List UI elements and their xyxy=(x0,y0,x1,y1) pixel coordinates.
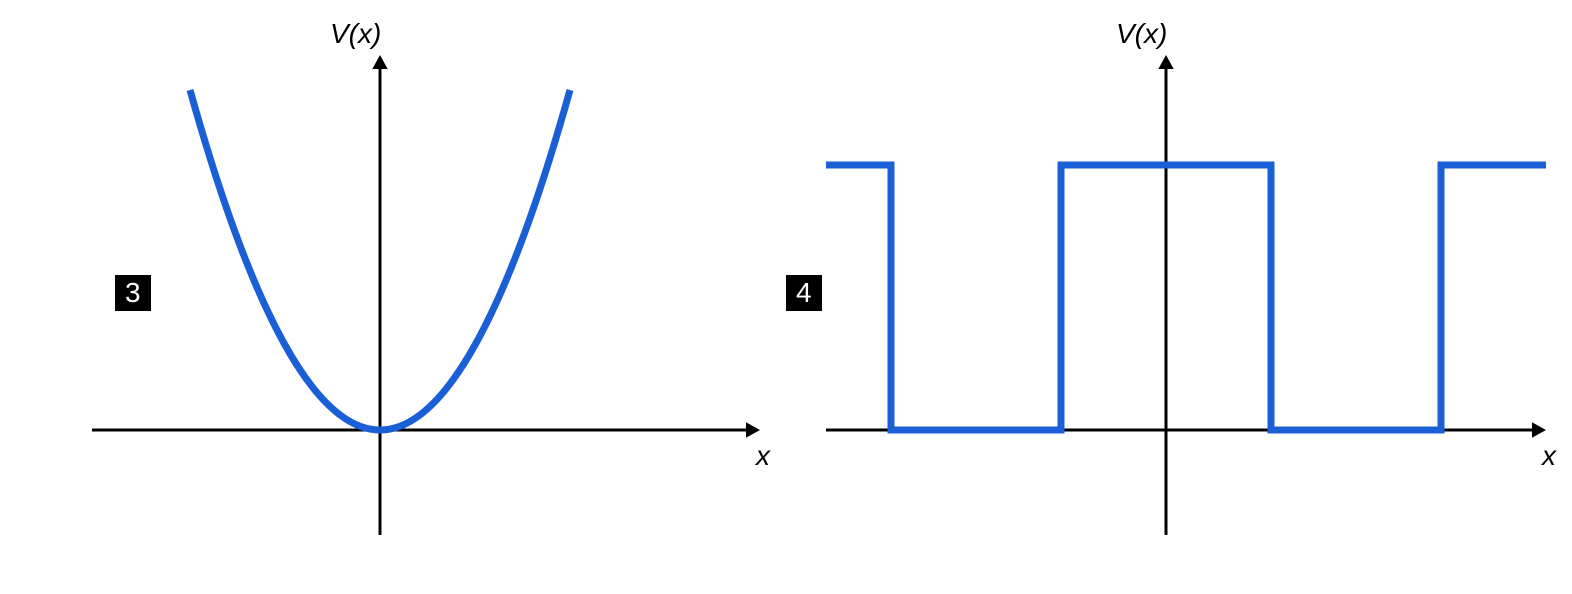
plot-3-panel: 3 V(x) x xyxy=(0,0,786,594)
plot-4-panel: 4 V(x) x xyxy=(786,0,1572,594)
diagram-container: 3 V(x) x 4 V(x) x xyxy=(0,0,1572,594)
plot-4-x-axis-label: x xyxy=(1542,440,1556,472)
plot-3-x-axis-label: x xyxy=(756,440,770,472)
plot-3-y-axis-label: V(x) xyxy=(330,18,381,50)
plot-4-svg xyxy=(786,0,1572,594)
plot-3-badge: 3 xyxy=(115,275,151,311)
plot-4-y-axis-label: V(x) xyxy=(1116,18,1167,50)
plot-4-badge: 4 xyxy=(786,275,822,311)
